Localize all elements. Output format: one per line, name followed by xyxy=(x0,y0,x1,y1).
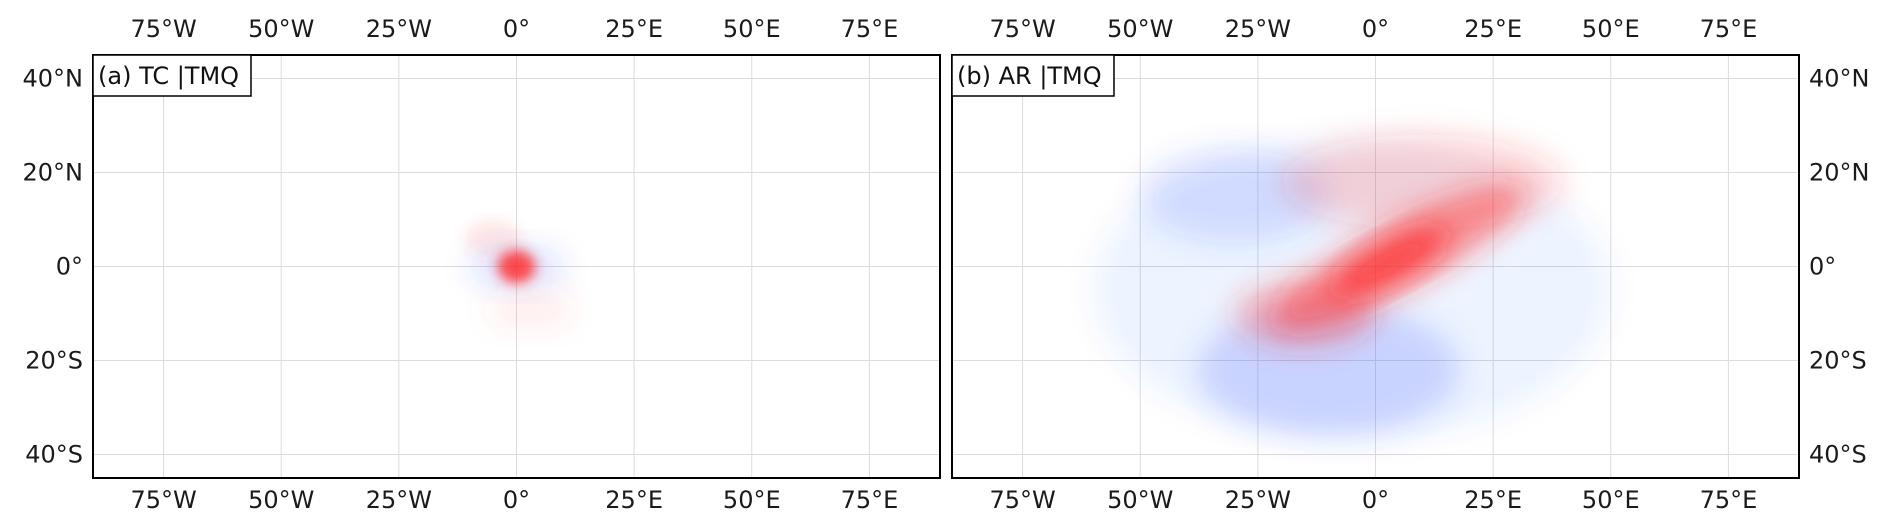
anomaly-blob xyxy=(497,250,536,283)
panel-label: (a) TC |TMQ xyxy=(98,62,239,90)
longitude-label-bottom: 25°W xyxy=(1225,486,1291,514)
latitude-label: 40°N xyxy=(1809,65,1870,93)
longitude-label-top: 0° xyxy=(503,15,530,43)
latitude-label: 0° xyxy=(1809,253,1836,281)
latitude-label: 20°S xyxy=(1809,347,1867,375)
longitude-label-bottom: 50°E xyxy=(1582,486,1640,514)
longitude-label-top: 75°E xyxy=(1700,15,1758,43)
latitude-label: 20°N xyxy=(23,159,84,187)
panel-label-box: (a) TC |TMQ xyxy=(92,54,252,97)
latitude-label: 0° xyxy=(56,253,83,281)
map-anomaly-field xyxy=(464,219,573,328)
anomaly-blob xyxy=(1140,149,1329,243)
longitude-label-top: 50°W xyxy=(248,15,314,43)
latitude-label: 40°S xyxy=(1809,441,1867,469)
longitude-label-top: 50°W xyxy=(1107,15,1173,43)
map-tick-labels: 75°W 75°W 50°W 50°W 25°W 25°W 0° 0° 25°E 25°E 50°E… xyxy=(23,15,899,514)
longitude-label-top: 50°E xyxy=(1582,15,1640,43)
longitude-label-top: 0° xyxy=(1362,15,1389,43)
longitude-label-bottom: 0° xyxy=(1362,486,1389,514)
panel-label-box: (b) AR |TMQ xyxy=(951,54,1115,97)
longitude-label-bottom: 75°E xyxy=(1700,486,1758,514)
longitude-label-top: 25°W xyxy=(366,15,432,43)
longitude-label-bottom: 25°E xyxy=(1464,486,1522,514)
anomaly-blob xyxy=(464,219,522,258)
latitude-label: 40°N xyxy=(23,65,84,93)
longitude-label-bottom: 75°W xyxy=(989,486,1055,514)
map-tick-labels: 75°W 75°W 50°W 50°W 25°W 25°W 0° 0° 25°E 25°E 50°E… xyxy=(989,15,1869,514)
longitude-label-bottom: 50°W xyxy=(248,486,314,514)
map-panel-tc: 75°W 75°W 50°W 50°W 25°W 25°W 0° 0° 25°E 25°E 50°E… xyxy=(23,15,941,514)
longitude-label-top: 75°W xyxy=(130,15,196,43)
longitude-label-top: 75°W xyxy=(989,15,1055,43)
longitude-label-bottom: 75°E xyxy=(841,486,899,514)
longitude-label-bottom: 50°W xyxy=(1107,486,1173,514)
longitude-label-bottom: 0° xyxy=(503,486,530,514)
longitude-label-bottom: 75°W xyxy=(130,486,196,514)
longitude-label-top: 75°E xyxy=(841,15,899,43)
longitude-label-top: 25°E xyxy=(1464,15,1522,43)
latitude-label: 20°N xyxy=(1809,159,1870,187)
longitude-label-top: 50°E xyxy=(723,15,781,43)
longitude-label-bottom: 25°W xyxy=(366,486,432,514)
latitude-label: 40°S xyxy=(25,441,83,469)
longitude-label-bottom: 25°E xyxy=(605,486,663,514)
anomaly-blob xyxy=(1330,226,1449,297)
longitude-label-bottom: 50°E xyxy=(723,486,781,514)
anomaly-blob xyxy=(488,290,573,328)
map-panel-ar: 75°W 75°W 50°W 50°W 25°W 25°W 0° 0° 25°E 25°E 50°E… xyxy=(951,15,1870,514)
longitude-label-top: 25°E xyxy=(605,15,663,43)
latitude-label: 20°S xyxy=(25,347,83,375)
longitude-label-top: 25°W xyxy=(1225,15,1291,43)
map-anomaly-field xyxy=(1093,134,1611,441)
panel-label: (b) AR |TMQ xyxy=(957,62,1102,90)
